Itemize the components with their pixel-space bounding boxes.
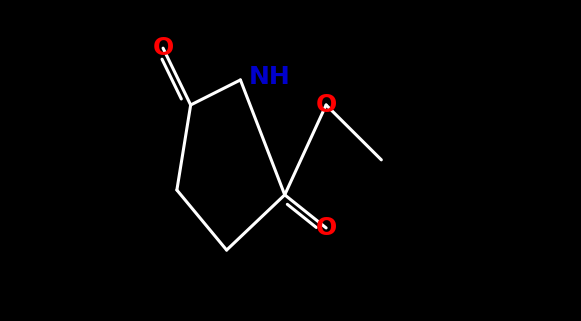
Text: O: O [152,36,174,60]
Text: O: O [315,216,337,240]
Text: NH: NH [249,65,290,89]
Text: O: O [315,93,337,117]
